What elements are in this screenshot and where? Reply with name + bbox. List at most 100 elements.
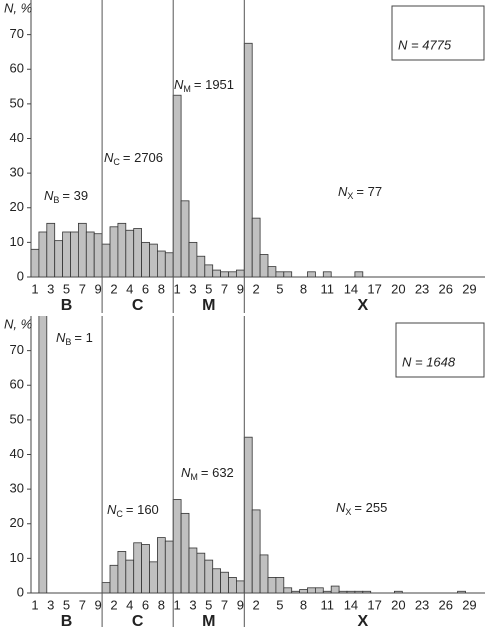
bar xyxy=(133,542,142,593)
bars xyxy=(30,42,364,277)
y-tick-label: 0 xyxy=(17,584,24,599)
x-tick-label: 8 xyxy=(158,281,165,296)
annotation: NB = 39 xyxy=(44,188,88,205)
bar xyxy=(243,436,253,593)
bar xyxy=(330,585,340,593)
x-tick-label: 7 xyxy=(221,281,228,296)
x-tick-label: 20 xyxy=(391,597,405,612)
annotation-symbol: N xyxy=(181,465,191,480)
annotation: NB = 1 xyxy=(56,330,93,347)
note-box xyxy=(395,322,485,378)
bar xyxy=(235,580,245,593)
group-label: B xyxy=(61,613,73,627)
bar xyxy=(457,590,466,593)
bar xyxy=(62,231,71,277)
group-label: M xyxy=(202,297,215,314)
annotation-subscript: B xyxy=(65,337,71,347)
bar xyxy=(54,240,64,277)
x-tick-label: 17 xyxy=(367,597,381,612)
x-tick-label: 3 xyxy=(47,281,54,296)
x-tick-label: 29 xyxy=(462,597,476,612)
bar xyxy=(220,271,229,277)
x-tick-label: 5 xyxy=(205,281,212,296)
group-label: X xyxy=(357,613,368,627)
annotation-subscript: C xyxy=(116,509,123,519)
bar xyxy=(109,564,119,593)
bar xyxy=(322,590,332,593)
y-tick-label: 30 xyxy=(10,481,24,496)
annotation: NX = 77 xyxy=(338,184,382,201)
x-tick-label: 7 xyxy=(79,281,86,296)
y-tick-label: 50 xyxy=(10,411,24,426)
bar xyxy=(267,266,277,277)
x-tick-label: 11 xyxy=(321,597,335,612)
bar xyxy=(141,544,150,593)
bar xyxy=(204,559,214,593)
annotation-subscript: X xyxy=(345,507,351,517)
y-tick-label: 70 xyxy=(10,342,24,357)
bar xyxy=(125,559,135,593)
bar xyxy=(125,229,135,277)
bar xyxy=(101,582,111,593)
x-tick-label: 14 xyxy=(344,281,358,296)
y-axis-label: N, % xyxy=(4,0,32,15)
bar xyxy=(172,94,182,277)
x-tick-label: 23 xyxy=(415,281,429,296)
annotation-text: = 1 xyxy=(74,330,92,345)
bars xyxy=(38,316,466,593)
annotation-text: = 255 xyxy=(354,500,387,515)
annotation-text: = 77 xyxy=(356,184,382,199)
y-tick-label: 70 xyxy=(10,26,24,41)
bar xyxy=(78,222,87,277)
annotation-symbol: N xyxy=(44,188,54,203)
bar xyxy=(212,269,221,277)
bar xyxy=(283,271,293,277)
x-tick-label: 8 xyxy=(158,597,165,612)
annotation: NX = 255 xyxy=(336,500,387,517)
group-label: B xyxy=(61,297,73,314)
annotation-symbol: N xyxy=(174,77,184,92)
y-tick-label: 50 xyxy=(10,95,24,110)
x-tick-label: 5 xyxy=(63,597,70,612)
bar xyxy=(275,577,285,593)
annotation: NM = 632 xyxy=(181,465,234,482)
group-label: X xyxy=(357,297,368,314)
bar xyxy=(235,269,245,277)
bar xyxy=(180,512,190,593)
bar xyxy=(322,271,332,277)
x-tick-label: 7 xyxy=(79,597,86,612)
bar xyxy=(267,577,277,593)
x-tick-label: 4 xyxy=(126,281,133,296)
y-tick-label: 0 xyxy=(17,268,24,283)
x-tick-label: 1 xyxy=(174,281,181,296)
bar xyxy=(101,243,111,277)
annotation: NC = 2706 xyxy=(104,150,163,167)
x-tick-label: 17 xyxy=(367,281,381,296)
bar xyxy=(228,577,237,593)
bar xyxy=(180,200,190,277)
y-tick-label: 10 xyxy=(10,234,24,249)
bar xyxy=(156,537,166,593)
note-box xyxy=(391,5,485,61)
group-label: M xyxy=(202,613,215,627)
bar xyxy=(307,587,316,593)
x-tick-label: 1 xyxy=(31,597,38,612)
x-tick-label: 3 xyxy=(47,597,54,612)
x-tick-label: 9 xyxy=(95,281,102,296)
annotation: NC = 160 xyxy=(107,502,159,519)
x-tick-label: 2 xyxy=(110,281,117,296)
bar xyxy=(141,241,150,277)
bar xyxy=(251,509,261,593)
x-tick-label: 23 xyxy=(415,597,429,612)
annotation-symbol: N xyxy=(56,330,66,345)
bar xyxy=(283,587,293,593)
x-tick-label: 14 xyxy=(344,597,358,612)
bar xyxy=(393,590,403,593)
x-tick-label: 2 xyxy=(110,597,117,612)
x-tick-label: 1 xyxy=(174,597,181,612)
bar xyxy=(85,231,95,277)
bar xyxy=(156,250,166,277)
annotation-symbol: N xyxy=(104,150,114,165)
x-tick-label: 6 xyxy=(142,281,149,296)
bar xyxy=(212,568,221,593)
